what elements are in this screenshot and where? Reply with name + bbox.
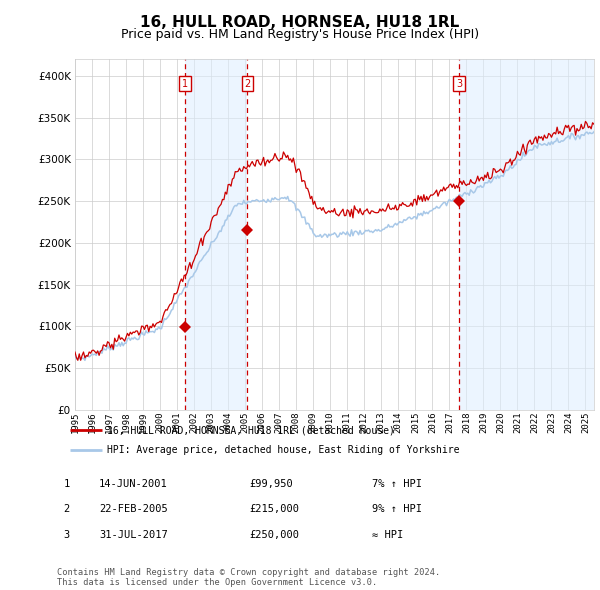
Text: ≈ HPI: ≈ HPI: [372, 530, 403, 540]
Text: 3: 3: [456, 78, 462, 88]
Text: 16, HULL ROAD, HORNSEA, HU18 1RL (detached house): 16, HULL ROAD, HORNSEA, HU18 1RL (detach…: [107, 426, 395, 436]
Text: 7% ↑ HPI: 7% ↑ HPI: [372, 479, 422, 489]
Text: 2: 2: [64, 504, 70, 514]
Text: 16, HULL ROAD, HORNSEA, HU18 1RL: 16, HULL ROAD, HORNSEA, HU18 1RL: [140, 15, 460, 30]
Text: 14-JUN-2001: 14-JUN-2001: [99, 479, 168, 489]
Text: £250,000: £250,000: [249, 530, 299, 540]
Text: 31-JUL-2017: 31-JUL-2017: [99, 530, 168, 540]
Text: HPI: Average price, detached house, East Riding of Yorkshire: HPI: Average price, detached house, East…: [107, 445, 460, 455]
Text: 2: 2: [244, 78, 251, 88]
Text: Price paid vs. HM Land Registry's House Price Index (HPI): Price paid vs. HM Land Registry's House …: [121, 28, 479, 41]
Text: Contains HM Land Registry data © Crown copyright and database right 2024.
This d: Contains HM Land Registry data © Crown c…: [57, 568, 440, 587]
Text: £99,950: £99,950: [249, 479, 293, 489]
Text: 1: 1: [64, 479, 70, 489]
Bar: [459, 59, 594, 410]
Text: 3: 3: [64, 530, 70, 540]
Text: 9% ↑ HPI: 9% ↑ HPI: [372, 504, 422, 514]
Text: 1: 1: [182, 78, 188, 88]
Bar: [185, 59, 247, 410]
Text: 22-FEB-2005: 22-FEB-2005: [99, 504, 168, 514]
Text: £215,000: £215,000: [249, 504, 299, 514]
